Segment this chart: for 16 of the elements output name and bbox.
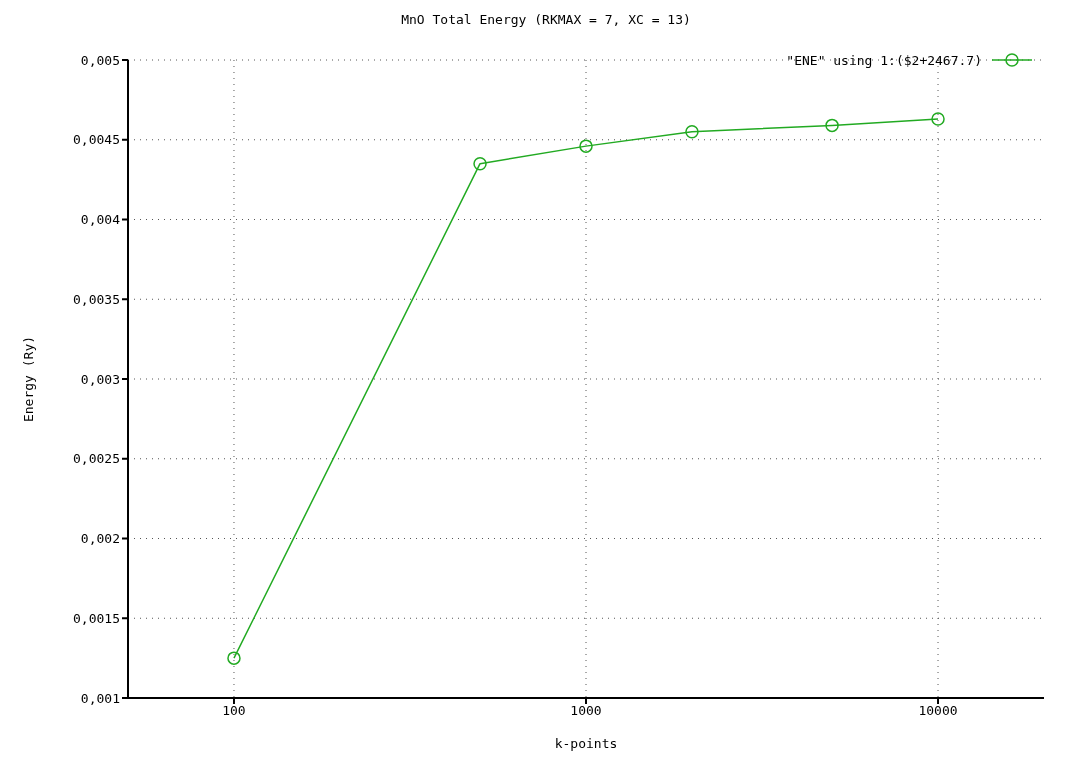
y-tick-label: 0,0025 bbox=[73, 451, 120, 467]
x-axis-title: k-points bbox=[554, 736, 618, 751]
y-tick-label: 0,001 bbox=[80, 690, 120, 706]
y-axis-title: Energy (Ry) bbox=[20, 335, 36, 423]
x-tick-label: 1000 bbox=[570, 703, 602, 719]
y-tick-label: 0,004 bbox=[80, 212, 121, 228]
y-tick-label: 0,0035 bbox=[73, 291, 120, 307]
y-tick-label: 0,0045 bbox=[73, 132, 120, 148]
y-tick-label: 0,003 bbox=[80, 371, 120, 387]
chart-title: MnO Total Energy (RKMAX = 7, XC = 13) bbox=[400, 11, 692, 29]
legend-label: "ENE" using 1:($2+2467.7) bbox=[786, 52, 982, 68]
x-tick-label: 10000 bbox=[918, 703, 958, 719]
y-tick-label: 0,005 bbox=[80, 52, 120, 68]
x-tick-label: 100 bbox=[222, 703, 246, 719]
y-tick-label: 0,0015 bbox=[73, 610, 120, 626]
y-tick-label: 0,002 bbox=[80, 531, 120, 547]
